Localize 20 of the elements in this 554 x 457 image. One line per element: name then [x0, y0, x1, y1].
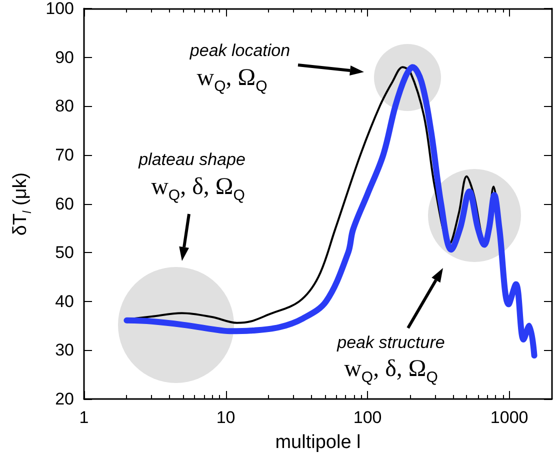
annotation: w$_{Q}$, δ, Ω$_{Q}$ — [151, 174, 245, 204]
y-tick-label: 70 — [55, 145, 74, 164]
y-tick-label: 30 — [55, 340, 74, 360]
x-axis-title: multipole l — [275, 432, 361, 453]
y-tick-label: 60 — [55, 194, 74, 214]
x-tick-label: 10 — [216, 408, 236, 427]
y-tick-label: 50 — [55, 243, 74, 262]
annotation: w$_{Q}$, Ω$_{Q}$ — [196, 65, 268, 95]
y-tick-label: 20 — [55, 390, 74, 408]
y-tick-label: 90 — [55, 48, 74, 67]
annotation: plateau shape — [138, 150, 246, 170]
y-tick-label: 100 — [46, 0, 74, 18]
annotation: peak structure — [337, 333, 445, 353]
x-tick-label: 100 — [353, 408, 382, 427]
x-tick-label: 1000 — [490, 408, 528, 427]
annotation: peak location — [190, 41, 290, 61]
y-tick-label: 80 — [55, 96, 74, 116]
x-tick-label: 1 — [79, 408, 89, 427]
y-tick-label: 40 — [55, 292, 74, 311]
annotation: w$_{Q}$, δ, Ω$_{Q}$ — [344, 356, 438, 386]
